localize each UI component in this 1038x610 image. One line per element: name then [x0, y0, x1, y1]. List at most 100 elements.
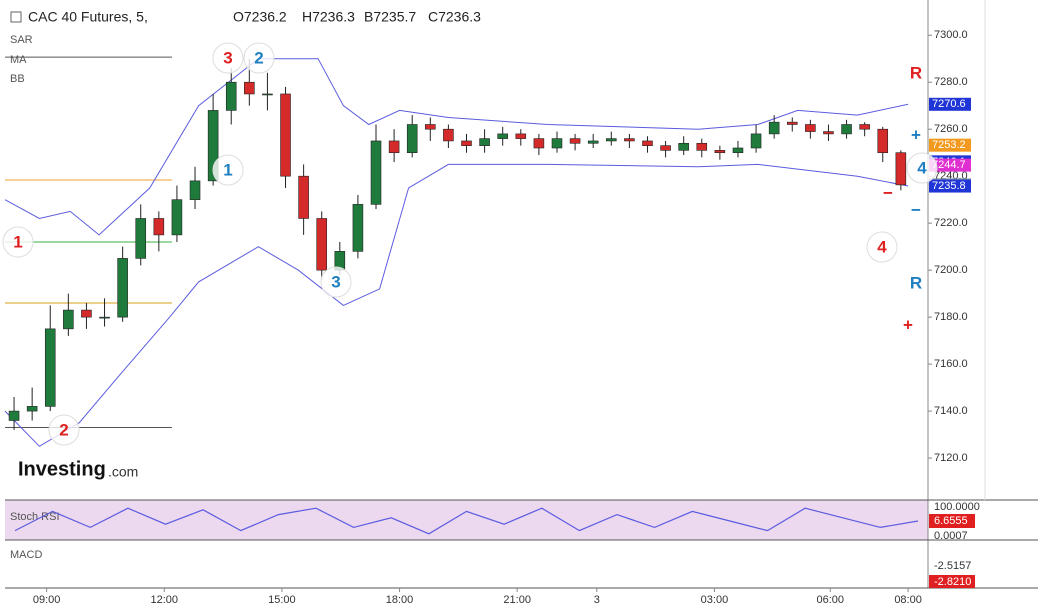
candle-body: [551, 138, 563, 149]
candle-body: [352, 204, 364, 252]
candle-body: [388, 140, 400, 153]
ohlc-close: C7236.3: [428, 9, 481, 25]
wave-label: R: [910, 63, 922, 82]
candle-body: [805, 124, 816, 132]
price-label-box: [929, 97, 971, 111]
price-label: 7270.6: [932, 98, 966, 110]
x-tick-label: 18:00: [386, 594, 414, 606]
candle-body: [63, 309, 74, 330]
stoch-value: 6.6555: [934, 515, 968, 527]
candle-body: [280, 93, 291, 177]
stoch-axis-label: 100.0000: [934, 501, 980, 513]
candle-body: [732, 147, 744, 153]
stoch-axis-label: 0.0007: [934, 530, 968, 542]
bollinger-band: [4, 58, 909, 236]
x-tick-label: 15:00: [268, 594, 296, 606]
candle-body: [207, 110, 219, 182]
wave-label: 2: [59, 420, 68, 439]
candle-body: [587, 140, 599, 144]
candle-body: [153, 218, 165, 236]
macd-label: MACD: [10, 549, 42, 561]
y-tick-label: 7220.0: [934, 217, 968, 229]
candle-body: [26, 406, 38, 412]
candle-body: [497, 133, 508, 139]
candle-body: [479, 138, 490, 146]
candle-body: [425, 124, 436, 130]
y-tick-label: 7260.0: [934, 123, 968, 135]
wave-label: −: [883, 183, 893, 202]
candle-body: [660, 145, 671, 151]
stoch-line: [14, 507, 919, 535]
x-tick-label: 08:00: [894, 594, 922, 606]
wave-circle: [48, 414, 80, 446]
wave-label: 4: [917, 158, 927, 177]
candle-body: [461, 140, 472, 146]
y-tick-label: 7140.0: [934, 405, 968, 417]
y-tick-label: 7300.0: [934, 29, 968, 41]
indicator-label[interactable]: BB: [10, 73, 25, 85]
y-tick-label: 7280.0: [934, 76, 968, 88]
stoch-panel: [5, 500, 928, 540]
wave-label: −: [911, 200, 921, 219]
candle-body: [298, 175, 309, 219]
candle-body: [316, 218, 327, 271]
ohlc-bid: B7235.7: [364, 9, 416, 25]
price-label: 7244.7: [932, 159, 966, 171]
y-tick-label: 7180.0: [934, 311, 968, 323]
candle-body: [624, 138, 635, 142]
indicator-label[interactable]: SAR: [10, 34, 33, 46]
candle-body: [678, 142, 689, 151]
wave-label: 3: [223, 48, 232, 67]
wave-label: 4: [877, 237, 887, 256]
candle-body: [533, 138, 545, 149]
logo: Investing: [18, 458, 106, 480]
indicator-label[interactable]: MA: [10, 54, 27, 66]
wave-circle: [212, 42, 244, 74]
price-label-box: [929, 179, 971, 193]
candle-body: [515, 133, 527, 139]
candle-body: [859, 124, 870, 130]
macd-value: -2.8210: [934, 576, 971, 588]
candle-body: [750, 133, 762, 149]
bollinger-band: [4, 163, 909, 447]
candle-body: [696, 142, 708, 151]
candle-body: [877, 128, 889, 153]
y-tick-label: 7120.0: [934, 452, 968, 464]
candle-body: [841, 124, 852, 135]
candle-body: [135, 218, 147, 259]
wave-circle: [906, 152, 938, 184]
wave-label: +: [903, 315, 913, 334]
logo-suffix: .com: [108, 464, 138, 480]
wave-circle: [866, 231, 898, 263]
x-tick-label: 03:00: [701, 594, 729, 606]
x-tick-label: 12:00: [150, 594, 178, 606]
ohlc-high: H7236.3: [302, 9, 355, 25]
ohlc-open: O7236.2: [233, 9, 287, 25]
price-label: 7235.8: [932, 180, 966, 192]
wave-circle: [2, 226, 34, 258]
candle-body: [768, 121, 780, 135]
stoch-value-box: [929, 514, 975, 528]
wave-label: 1: [13, 232, 22, 251]
chart-title: CAC 40 Futures, 5,: [28, 9, 148, 25]
collapse-icon[interactable]: [10, 11, 22, 23]
candle-body: [81, 309, 92, 318]
y-tick-label: 7160.0: [934, 358, 968, 370]
candle-body: [262, 93, 273, 96]
price-label-box: [929, 138, 971, 152]
candle-body: [225, 81, 237, 111]
candle-body: [823, 131, 834, 135]
price-label-box: [929, 158, 971, 172]
wave-circle: [243, 42, 275, 74]
candle-body: [406, 124, 418, 153]
candle-body: [117, 258, 128, 318]
candle-body: [606, 138, 617, 142]
x-tick-label: 21:00: [503, 594, 531, 606]
candle-body: [44, 328, 56, 407]
wave-label: 1: [223, 160, 232, 179]
candle-body: [642, 140, 653, 146]
candle-body: [443, 128, 454, 142]
wave-label: +: [911, 125, 921, 144]
wave-circle: [320, 266, 352, 298]
